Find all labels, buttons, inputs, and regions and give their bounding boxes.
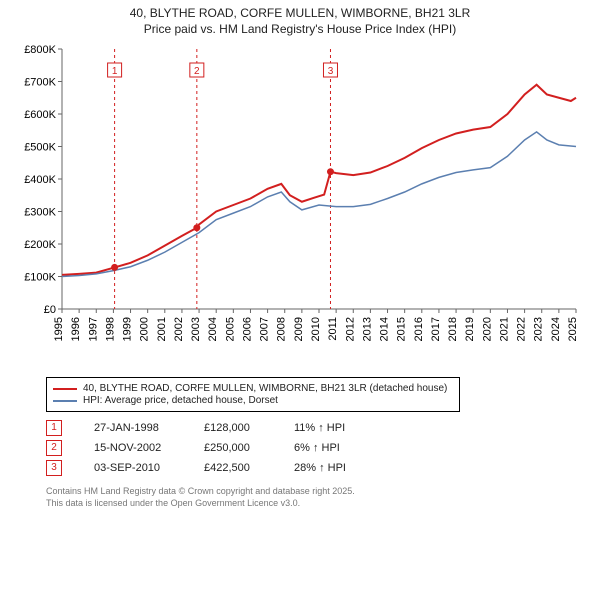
- sale-marker-table: 1 27-JAN-1998£128,00011% ↑ HPI 2 15-NOV-200…: [46, 420, 592, 476]
- svg-text:2006: 2006: [241, 317, 253, 341]
- svg-text:1998: 1998: [104, 317, 116, 341]
- svg-text:1999: 1999: [122, 317, 134, 341]
- svg-text:£800K: £800K: [24, 44, 56, 56]
- svg-text:2022: 2022: [516, 317, 528, 341]
- svg-text:£100K: £100K: [24, 272, 56, 284]
- marker-price: £128,000: [204, 422, 294, 434]
- marker-pct: 28% ↑ HPI: [294, 462, 374, 474]
- legend-swatch: [53, 400, 77, 402]
- line-chart: £0 £100K £200K £300K £400K £500K £600K £700K £80…: [20, 41, 580, 371]
- svg-text:2014: 2014: [379, 317, 391, 341]
- svg-text:2023: 2023: [533, 317, 545, 341]
- svg-text:3: 3: [328, 66, 334, 77]
- svg-text:2021: 2021: [498, 317, 510, 341]
- legend-swatch: [53, 388, 77, 390]
- marker-date: 03-SEP-2010: [94, 462, 204, 474]
- legend-label: 40, BLYTHE ROAD, CORFE MULLEN, WIMBORNE,…: [83, 383, 447, 394]
- svg-text:2000: 2000: [139, 317, 151, 341]
- svg-text:2011: 2011: [327, 317, 339, 341]
- svg-text:£300K: £300K: [24, 207, 56, 219]
- chart-title: 40, BLYTHE ROAD, CORFE MULLEN, WIMBORNE,…: [8, 6, 592, 37]
- svg-text:£600K: £600K: [24, 109, 56, 121]
- svg-text:2008: 2008: [276, 317, 288, 341]
- title-line1: 40, BLYTHE ROAD, CORFE MULLEN, WIMBORNE,…: [8, 6, 592, 22]
- svg-text:1997: 1997: [87, 317, 99, 341]
- svg-text:£400K: £400K: [24, 174, 56, 186]
- attribution: Contains HM Land Registry data © Crown c…: [46, 486, 592, 509]
- svg-text:2016: 2016: [413, 317, 425, 341]
- svg-text:2012: 2012: [344, 317, 356, 341]
- attrib-line1: Contains HM Land Registry data © Crown c…: [46, 486, 592, 498]
- svg-text:2: 2: [194, 66, 200, 77]
- marker-price: £250,000: [204, 442, 294, 454]
- marker-number-box: 1: [46, 420, 62, 436]
- marker-date: 27-JAN-1998: [94, 422, 204, 434]
- svg-text:2001: 2001: [156, 317, 168, 341]
- svg-text:2013: 2013: [361, 317, 373, 341]
- svg-text:2004: 2004: [207, 317, 219, 341]
- legend-item: 40, BLYTHE ROAD, CORFE MULLEN, WIMBORNE,…: [53, 383, 453, 394]
- attrib-line2: This data is licensed under the Open Gov…: [46, 498, 592, 510]
- svg-text:1: 1: [112, 66, 118, 77]
- svg-text:£700K: £700K: [24, 77, 56, 89]
- svg-text:2019: 2019: [464, 317, 476, 341]
- svg-text:2010: 2010: [310, 317, 322, 341]
- marker-price: £422,500: [204, 462, 294, 474]
- sale-marker-row: 2 15-NOV-2002£250,0006% ↑ HPI: [46, 440, 592, 456]
- legend-item: HPI: Average price, detached house, Dors…: [53, 395, 453, 406]
- svg-text:2002: 2002: [173, 317, 185, 341]
- svg-text:£200K: £200K: [24, 239, 56, 251]
- legend-label: HPI: Average price, detached house, Dors…: [83, 395, 278, 406]
- svg-text:2024: 2024: [550, 317, 562, 341]
- sale-marker-row: 3 03-SEP-2010£422,50028% ↑ HPI: [46, 460, 592, 476]
- svg-text:2007: 2007: [259, 317, 271, 341]
- svg-text:2005: 2005: [224, 317, 236, 341]
- svg-text:1996: 1996: [70, 317, 82, 341]
- svg-text:£0: £0: [44, 304, 56, 316]
- svg-text:2015: 2015: [396, 317, 408, 341]
- marker-pct: 11% ↑ HPI: [294, 422, 374, 434]
- svg-text:2009: 2009: [293, 317, 305, 341]
- svg-text:2020: 2020: [481, 317, 493, 341]
- svg-text:1995: 1995: [53, 317, 65, 341]
- svg-text:2025: 2025: [567, 317, 579, 341]
- title-line2: Price paid vs. HM Land Registry's House …: [8, 22, 592, 38]
- marker-pct: 6% ↑ HPI: [294, 442, 374, 454]
- legend: 40, BLYTHE ROAD, CORFE MULLEN, WIMBORNE,…: [46, 377, 460, 412]
- svg-text:2003: 2003: [190, 317, 202, 341]
- svg-text:2018: 2018: [447, 317, 459, 341]
- svg-text:£500K: £500K: [24, 142, 56, 154]
- sale-marker-row: 1 27-JAN-1998£128,00011% ↑ HPI: [46, 420, 592, 436]
- marker-date: 15-NOV-2002: [94, 442, 204, 454]
- svg-text:2017: 2017: [430, 317, 442, 341]
- marker-number-box: 3: [46, 460, 62, 476]
- marker-number-box: 2: [46, 440, 62, 456]
